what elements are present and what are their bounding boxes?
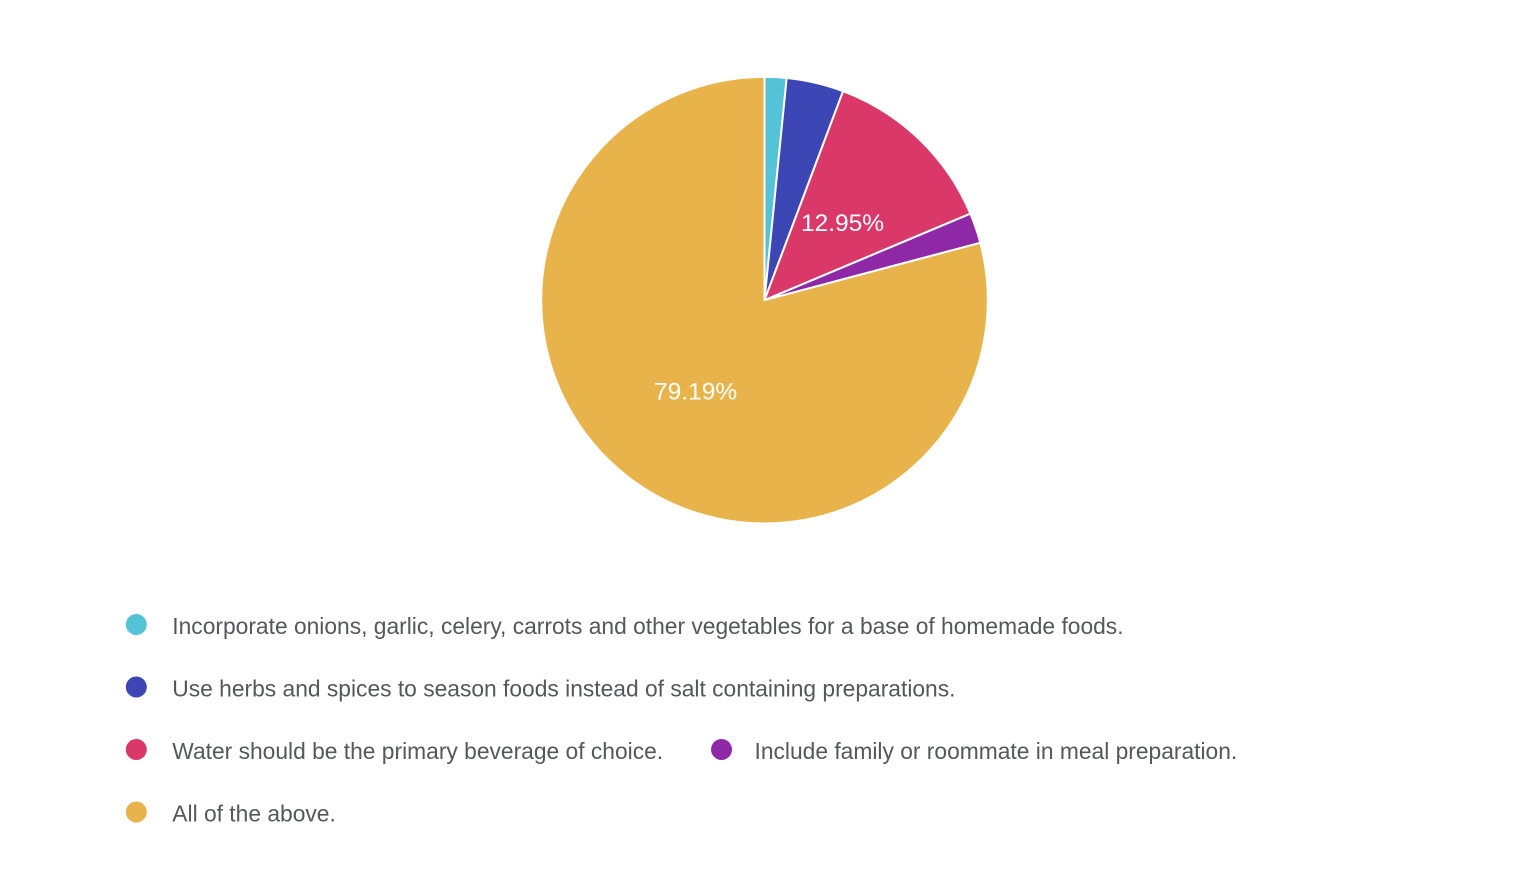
svg-text:12.95%: 12.95% xyxy=(801,210,884,237)
svg-text:All of the above.: All of the above. xyxy=(172,801,335,827)
svg-text:79.19%: 79.19% xyxy=(654,379,737,406)
svg-text:Use herbs and spices to season: Use herbs and spices to season foods ins… xyxy=(172,676,955,702)
svg-text:Incorporate onions, garlic, ce: Incorporate onions, garlic, celery, carr… xyxy=(172,613,1123,639)
svg-text:Include family or roommate in: Include family or roommate in meal prepa… xyxy=(755,738,1238,764)
svg-text:Water should be the primary be: Water should be the primary beverage of … xyxy=(172,738,663,764)
